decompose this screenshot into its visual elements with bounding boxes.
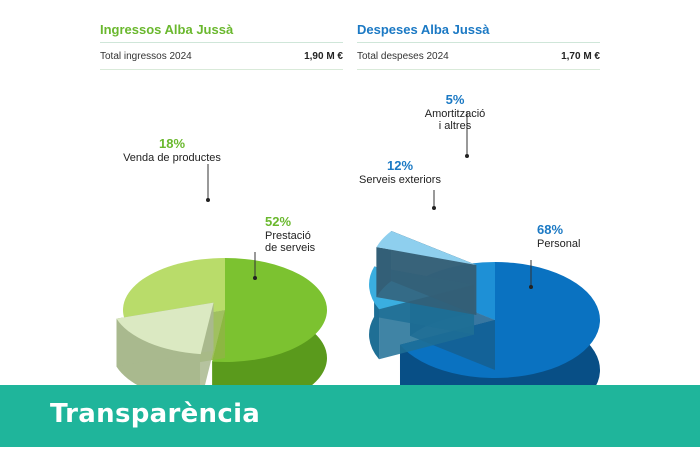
expenses-total-value: 1,70 M € (561, 50, 600, 62)
slice-category-label: Personal (537, 238, 580, 250)
leader-dot (432, 206, 436, 210)
income-total-label: Total ingressos 2024 (100, 50, 192, 62)
leader-dot (465, 154, 469, 158)
slice-category-label: de serveis (265, 242, 316, 254)
bottom-strip (0, 447, 700, 467)
slice-category-label: Amortització (425, 108, 486, 120)
expenses-title: Despeses Alba Jussà (357, 18, 600, 43)
income-total-row: Total ingressos 2024 1,90 M € (100, 43, 343, 70)
leader-dot (529, 285, 533, 289)
slice-category-label: Prestació (265, 230, 311, 242)
income-title: Ingressos Alba Jussà (100, 18, 343, 43)
slice-percent-label: 68% (537, 222, 563, 237)
slice-category-label: i altres (439, 120, 472, 132)
income-total-value: 1,90 M € (304, 50, 343, 62)
banner-title: Transparència (50, 399, 261, 429)
pie-slice (212, 258, 328, 362)
pie-slice (376, 230, 477, 266)
slice-category-label: Venda de productes (123, 152, 221, 164)
pie-chart-expenses: 68%Personal 12%Serveis exteriors 5%Amortit… (359, 92, 600, 428)
income-panel: Ingressos Alba Jussà Total ingressos 202… (100, 18, 343, 70)
expenses-total-label: Total despeses 2024 (357, 50, 449, 62)
expenses-total-row: Total despeses 2024 1,70 M € (357, 43, 600, 70)
slice-percent-label: 18% (159, 136, 185, 151)
transparency-banner: Transparència (0, 385, 700, 447)
expenses-panel: Despeses Alba Jussà Total despeses 2024 … (357, 18, 600, 70)
slice-percent-label: 12% (387, 158, 413, 173)
pie-slice (116, 302, 214, 355)
leader-dot (206, 198, 210, 202)
leader-dot (253, 276, 257, 280)
slice-percent-label: 52% (265, 214, 291, 229)
slice-category-label: Serveis exteriors (359, 174, 441, 186)
slice-percent-label: 5% (446, 92, 465, 107)
